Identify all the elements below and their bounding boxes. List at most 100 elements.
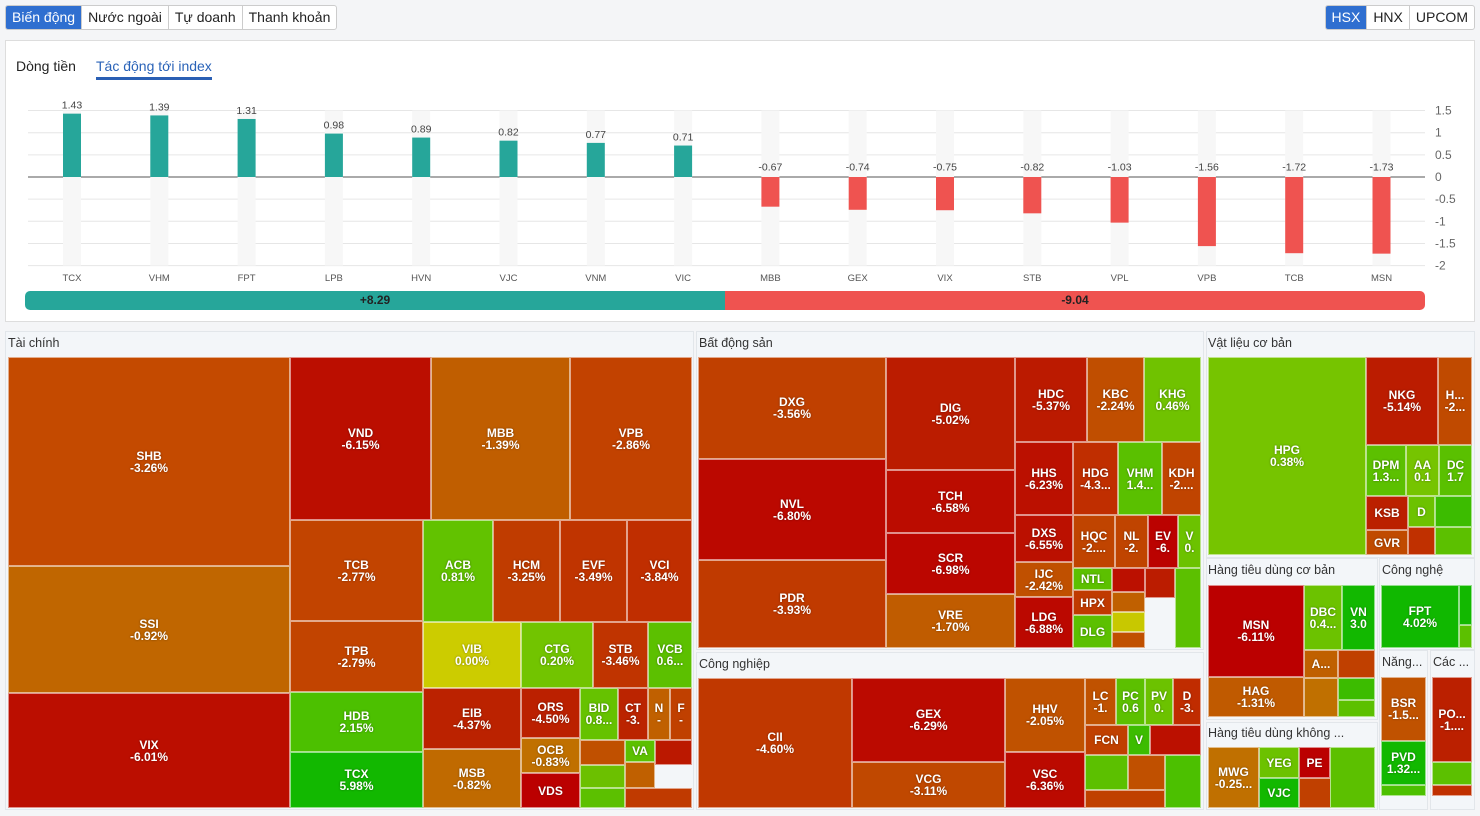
stock-tile-eib[interactable]: EIB -4.37%	[423, 688, 521, 749]
stock-tile-vcg[interactable]: VCG -3.11%	[852, 762, 1005, 808]
stock-tile-ksb[interactable]: KSB	[1366, 496, 1408, 530]
exchange-hnx[interactable]: HNX	[1367, 6, 1410, 29]
stock-tile-pe[interactable]: PE	[1299, 747, 1330, 778]
stock-tile-vpb[interactable]: VPB -2.86%	[570, 357, 692, 520]
sector-title[interactable]: Các ...	[1433, 655, 1470, 669]
stock-tile-dpm[interactable]: DPM 1.3...	[1366, 445, 1406, 496]
stock-tile[interactable]	[580, 788, 625, 808]
stock-tile-stb[interactable]: STB -3.46%	[593, 622, 648, 688]
stock-tile-dc[interactable]: DC 1.7	[1439, 445, 1472, 496]
stock-tile[interactable]	[1145, 568, 1175, 598]
sector-title[interactable]: Bất động sản	[699, 336, 773, 350]
tab-dong-tien[interactable]: Dòng tiền	[16, 58, 76, 74]
tab-nuoc-ngoai[interactable]: Nước ngoài	[82, 6, 169, 29]
stock-tile-dig[interactable]: DIG -5.02%	[886, 357, 1015, 470]
stock-tile-ssi[interactable]: SSI -0.92%	[8, 566, 290, 693]
stock-tile-ct[interactable]: CT -3.	[618, 688, 648, 740]
stock-tile-nl[interactable]: NL -2.	[1115, 515, 1148, 568]
stock-tile[interactable]	[1338, 678, 1375, 700]
stock-tile-evf[interactable]: EVF -3.49%	[560, 520, 627, 622]
stock-tile-cii[interactable]: CII -4.60%	[698, 678, 852, 808]
stock-tile[interactable]	[1112, 632, 1145, 648]
stock-tile[interactable]	[1112, 568, 1145, 592]
stock-tile-nkg[interactable]: NKG -5.14%	[1366, 357, 1438, 445]
stock-tile-hdb[interactable]: HDB 2.15%	[290, 692, 423, 752]
stock-tile-fpt[interactable]: FPT 4.02%	[1381, 585, 1459, 648]
stock-tile-dbc[interactable]: DBC 0.4...	[1304, 585, 1342, 650]
stock-tile-aa[interactable]: AA 0.1	[1406, 445, 1439, 496]
stock-tile-ors[interactable]: ORS -4.50%	[521, 688, 580, 738]
stock-tile-ldg[interactable]: LDG -6.88%	[1015, 597, 1073, 648]
stock-tile-khg[interactable]: KHG 0.46%	[1144, 357, 1201, 442]
stock-tile-vjc[interactable]: VJC	[1259, 778, 1299, 808]
stock-tile-vds[interactable]: VDS	[521, 773, 580, 808]
sector-title[interactable]: Công nghiệp	[699, 657, 770, 671]
tab-tac-dong-index[interactable]: Tác động tới index	[96, 58, 212, 80]
stock-tile-hhv[interactable]: HHV -2.05%	[1005, 678, 1085, 752]
stock-tile[interactable]	[1338, 650, 1375, 678]
stock-tile[interactable]	[1304, 678, 1338, 717]
stock-tile-vcb[interactable]: VCB 0.6...	[648, 622, 692, 688]
stock-tile-pvd[interactable]: PVD 1.32...	[1381, 741, 1426, 785]
stock-tile-pdr[interactable]: PDR -3.93%	[698, 560, 886, 648]
stock-tile[interactable]	[1432, 762, 1472, 785]
stock-tile-vn[interactable]: VN 3.0	[1342, 585, 1375, 650]
stock-tile-d[interactable]: D	[1408, 496, 1435, 527]
stock-tile-a[interactable]: A...	[1304, 650, 1338, 678]
stock-tile[interactable]	[1150, 725, 1201, 755]
stock-tile[interactable]	[1112, 612, 1145, 632]
stock-tile-hqc[interactable]: HQC -2....	[1073, 515, 1115, 568]
stock-tile-hdc[interactable]: HDC -5.37%	[1015, 357, 1087, 442]
stock-tile[interactable]	[1432, 785, 1472, 796]
stock-tile-kdh[interactable]: KDH -2....	[1162, 442, 1201, 515]
stock-tile[interactable]	[655, 740, 692, 765]
stock-tile[interactable]	[625, 788, 692, 808]
stock-tile-po[interactable]: PO... -1....	[1432, 677, 1472, 762]
stock-tile-yeg[interactable]: YEG	[1259, 747, 1299, 778]
stock-tile-dxs[interactable]: DXS -6.55%	[1015, 515, 1073, 562]
stock-tile-v[interactable]: V	[1128, 725, 1150, 755]
stock-tile[interactable]	[1381, 785, 1426, 796]
stock-tile-f[interactable]: F-	[670, 688, 692, 740]
stock-tile-gvr[interactable]: GVR	[1366, 530, 1408, 555]
stock-tile-kbc[interactable]: KBC -2.24%	[1087, 357, 1144, 442]
stock-tile[interactable]	[1435, 527, 1472, 555]
stock-tile-lc[interactable]: LC -1.	[1085, 678, 1116, 725]
stock-tile-vhm[interactable]: VHM 1.4...	[1118, 442, 1162, 515]
stock-tile[interactable]	[1165, 755, 1201, 808]
tab-tu-doanh[interactable]: Tự doanh	[169, 6, 243, 29]
stock-tile[interactable]	[1338, 700, 1375, 717]
stock-tile-d[interactable]: D -3.	[1173, 678, 1201, 725]
stock-tile[interactable]	[1330, 747, 1375, 808]
stock-tile[interactable]	[625, 762, 655, 788]
stock-tile[interactable]	[1085, 755, 1128, 790]
stock-tile-n[interactable]: N-	[648, 688, 670, 740]
stock-tile-ntl[interactable]: NTL	[1073, 568, 1112, 590]
stock-tile[interactable]	[1112, 592, 1145, 612]
sector-title[interactable]: Năng...	[1382, 655, 1423, 669]
stock-tile-scr[interactable]: SCR -6.98%	[886, 533, 1015, 594]
stock-tile-hhs[interactable]: HHS -6.23%	[1015, 442, 1073, 515]
stock-tile-hdg[interactable]: HDG -4.3...	[1073, 442, 1118, 515]
stock-tile-vci[interactable]: VCI -3.84%	[627, 520, 692, 622]
stock-tile-shb[interactable]: SHB -3.26%	[8, 357, 290, 566]
stock-tile-tch[interactable]: TCH -6.58%	[886, 470, 1015, 533]
tab-bien-dong[interactable]: Biến động	[6, 6, 83, 29]
stock-tile-acb[interactable]: ACB 0.81%	[423, 520, 493, 622]
stock-tile-ijc[interactable]: IJC -2.42%	[1015, 562, 1073, 597]
stock-tile-msn[interactable]: MSN -6.11%	[1208, 585, 1304, 677]
stock-tile-hag[interactable]: HAG -1.31%	[1208, 677, 1304, 717]
stock-tile-h[interactable]: H... -2...	[1438, 357, 1472, 445]
stock-tile-ocb[interactable]: OCB -0.83%	[521, 738, 580, 773]
stock-tile-pc[interactable]: PC 0.6	[1116, 678, 1145, 725]
stock-tile[interactable]	[1435, 496, 1472, 527]
exchange-upcom[interactable]: UPCOM	[1415, 9, 1468, 25]
stock-tile[interactable]	[1175, 568, 1201, 648]
stock-tile[interactable]	[1128, 755, 1165, 790]
sector-title[interactable]: Hàng tiêu dùng không ...	[1208, 726, 1345, 740]
stock-tile-bsr[interactable]: BSR -1.5...	[1381, 677, 1426, 741]
sector-title[interactable]: Vật liệu cơ bản	[1208, 336, 1292, 350]
sector-title[interactable]: Tài chính	[8, 336, 60, 350]
sector-title[interactable]: Hàng tiêu dùng cơ bản	[1208, 563, 1336, 577]
stock-tile-va[interactable]: VA	[625, 740, 655, 762]
